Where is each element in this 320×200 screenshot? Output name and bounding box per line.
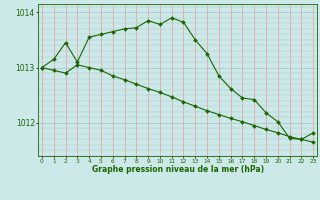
X-axis label: Graphe pression niveau de la mer (hPa): Graphe pression niveau de la mer (hPa) [92,165,264,174]
